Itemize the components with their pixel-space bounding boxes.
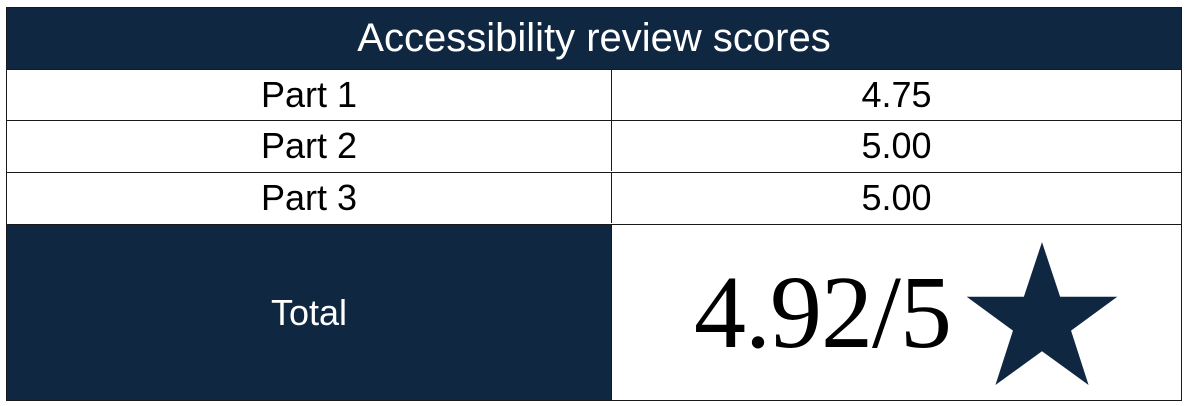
scores-table: Accessibility review scores Part 1 4.75 …: [6, 7, 1182, 401]
table-row: Part 1 4.75: [7, 69, 1181, 120]
total-label: Total: [7, 225, 612, 400]
star-shape: [966, 241, 1118, 385]
table-row: Part 3 5.00: [7, 172, 1181, 223]
row-label: Part 1: [7, 70, 612, 120]
row-label: Part 3: [7, 173, 612, 223]
table-row: Part 2 5.00: [7, 120, 1181, 171]
row-score: 5.00: [861, 177, 932, 218]
total-value-cell: 4.92/5: [612, 225, 1181, 400]
row-score: 4.75: [861, 74, 932, 115]
row-label: Part 2: [7, 121, 612, 171]
star-icon: [966, 241, 1118, 385]
row-score: 5.00: [861, 125, 932, 166]
total-score: 4.92/5: [694, 254, 952, 370]
total-row: Total 4.92/5: [7, 224, 1181, 400]
table-title: Accessibility review scores: [7, 8, 1181, 69]
